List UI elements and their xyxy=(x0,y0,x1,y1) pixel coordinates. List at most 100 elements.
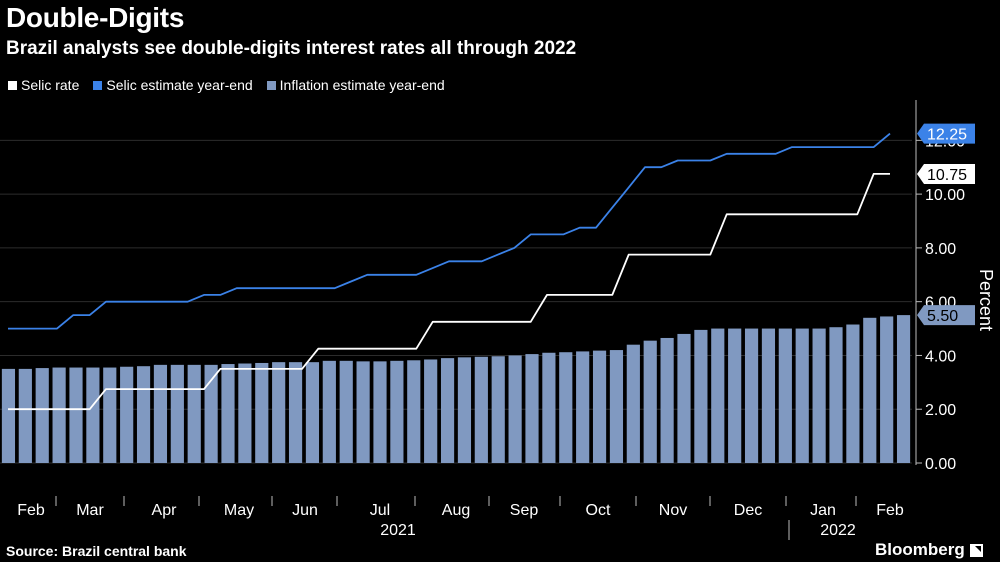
bar-inflation-50 xyxy=(846,324,860,463)
brand-logo: Bloomberg xyxy=(875,540,983,560)
bar-inflation-53 xyxy=(896,315,911,463)
bar-inflation-4 xyxy=(69,367,83,463)
end-selic-label: 10.75 xyxy=(927,167,967,184)
bar-inflation-43 xyxy=(728,328,742,463)
brand-name: Bloomberg xyxy=(875,540,965,559)
y-tick-label-4: 8.00 xyxy=(925,241,956,258)
chart-title: Double-Digits xyxy=(6,2,185,33)
bar-inflation-28 xyxy=(474,356,488,463)
bar-inflation-30 xyxy=(508,355,522,463)
bar-inflation-5 xyxy=(86,367,100,463)
bar-inflation-41 xyxy=(694,329,708,463)
x-tick-label-11: Jan xyxy=(810,502,836,519)
x-tick-label-4: Jun xyxy=(292,502,318,519)
bloomberg-mark-icon xyxy=(969,543,983,557)
bar-inflation-21 xyxy=(356,361,370,463)
bar-inflation-51 xyxy=(863,317,877,463)
bar-inflation-52 xyxy=(880,316,894,463)
legend-item-inflation: Inflation estimate year-end xyxy=(266,77,445,93)
bar-inflation-35 xyxy=(592,350,607,463)
legend-swatch-inflation xyxy=(266,80,276,90)
bar-inflation-3 xyxy=(52,367,66,463)
bar-inflation-42 xyxy=(711,328,725,463)
end-inflation-label: 5.50 xyxy=(927,308,958,325)
bar-inflation-40 xyxy=(677,333,691,463)
bar-inflation-11 xyxy=(187,364,201,463)
x-tick-label-10: Dec xyxy=(734,502,762,519)
bar-inflation-9 xyxy=(153,364,168,463)
y-tick-label-0: 0.00 xyxy=(925,456,956,473)
x-tick-label-0: Feb xyxy=(17,502,45,519)
x-tick-label-9: Nov xyxy=(659,502,687,519)
x-tick-label-6: Aug xyxy=(442,502,470,519)
legend-swatch-selic-estimate xyxy=(93,80,103,90)
y-tick-label-1: 2.00 xyxy=(925,402,956,419)
legend-item-selic: Selic rate xyxy=(8,77,79,93)
legend: Selic rate Selic estimate year-end Infla… xyxy=(8,77,445,93)
bar-inflation-31 xyxy=(525,354,539,463)
bar-inflation-48 xyxy=(812,328,826,463)
bar-inflation-8 xyxy=(136,366,151,463)
x-tick-label-8: Oct xyxy=(586,502,611,519)
y-axis-title: Percent xyxy=(976,269,996,331)
line-selic-estimate xyxy=(8,132,891,330)
x-tick-label-12: Feb xyxy=(876,502,904,519)
bar-inflation-39 xyxy=(660,337,674,463)
bar-inflation-33 xyxy=(559,352,573,463)
x-tick-label-5: Jul xyxy=(370,502,390,519)
bar-inflation-23 xyxy=(390,360,404,463)
bar-inflation-49 xyxy=(829,327,843,463)
bar-inflation-32 xyxy=(542,352,556,463)
legend-item-selic-estimate: Selic estimate year-end xyxy=(93,77,253,93)
bar-inflation-13 xyxy=(221,364,235,463)
bar-inflation-47 xyxy=(795,328,809,463)
x-tick-label-2: Apr xyxy=(152,502,178,519)
bar-inflation-20 xyxy=(339,360,353,463)
bar-inflation-22 xyxy=(373,361,387,463)
y-tick-label-2: 4.00 xyxy=(925,348,956,365)
bar-inflation-17 xyxy=(288,362,303,463)
bar-inflation-44 xyxy=(744,328,759,463)
chart-subtitle: Brazil analysts see double-digits intere… xyxy=(6,38,577,59)
bar-inflation-16 xyxy=(272,362,286,463)
bar-inflation-19 xyxy=(322,360,336,463)
bar-inflation-27 xyxy=(457,357,472,463)
x-tick-label-1: Mar xyxy=(76,502,104,519)
bar-inflation-2 xyxy=(35,368,49,463)
bar-inflation-34 xyxy=(576,351,590,463)
end-selic-estimate-label: 12.25 xyxy=(927,127,967,144)
legend-swatch-selic xyxy=(8,80,17,90)
bar-inflation-6 xyxy=(103,367,117,463)
bar-inflation-1 xyxy=(18,368,32,463)
bar-inflation-25 xyxy=(424,359,438,463)
bar-inflation-0 xyxy=(1,368,16,463)
legend-label-selic: Selic rate xyxy=(21,77,80,93)
legend-label-selic-estimate: Selic estimate year-end xyxy=(106,77,253,93)
x-tick-label-7: Sep xyxy=(510,502,539,519)
source-note: Source: Brazil central bank xyxy=(6,543,187,559)
bar-inflation-37 xyxy=(626,344,640,463)
end-selic-estimate-tag xyxy=(917,123,975,144)
bar-inflation-36 xyxy=(609,350,624,463)
x-year-label-2021: 2021 xyxy=(380,522,416,539)
bar-inflation-10 xyxy=(170,364,184,463)
end-selic-tag xyxy=(917,163,975,184)
bar-inflation-15 xyxy=(255,362,269,463)
bar-inflation-7 xyxy=(120,366,134,463)
bar-inflation-26 xyxy=(440,358,455,463)
bar-inflation-12 xyxy=(204,364,218,463)
bar-inflation-24 xyxy=(407,360,421,463)
bar-inflation-45 xyxy=(761,328,776,463)
x-year-label-2022: 2022 xyxy=(820,522,856,539)
x-tick-label-3: May xyxy=(224,502,254,519)
bar-inflation-29 xyxy=(491,356,505,463)
bar-inflation-38 xyxy=(643,340,657,463)
bar-inflation-14 xyxy=(238,363,252,463)
bar-inflation-46 xyxy=(778,328,792,463)
bar-inflation-18 xyxy=(305,362,320,463)
end-inflation-tag xyxy=(917,305,975,326)
line-selic xyxy=(8,173,890,411)
y-tick-label-5: 10.00 xyxy=(925,187,965,204)
legend-label-inflation: Inflation estimate year-end xyxy=(279,77,445,93)
